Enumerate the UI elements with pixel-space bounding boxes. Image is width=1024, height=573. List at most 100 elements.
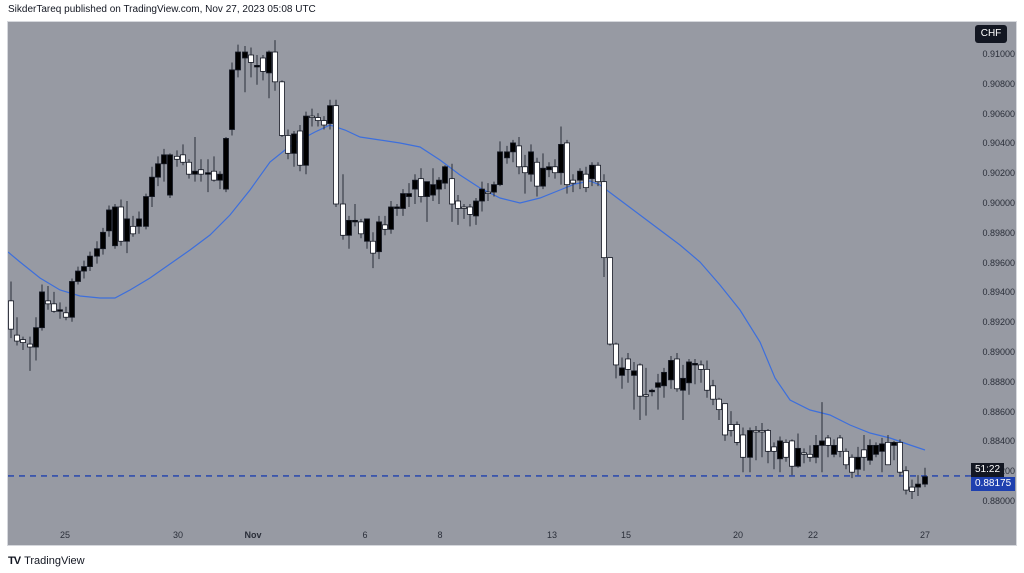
candle [885, 434, 891, 466]
tradingview-logo-icon: TV [8, 555, 21, 567]
candle [279, 80, 285, 137]
candle [406, 183, 412, 207]
candle [704, 360, 710, 398]
candle [855, 446, 861, 476]
time-tick-label: 30 [172, 530, 184, 540]
candle [94, 241, 100, 264]
candle [149, 166, 155, 207]
candle [388, 201, 394, 234]
candle [649, 388, 655, 397]
candle [352, 204, 358, 227]
price-tick-label: 0.88000 [982, 496, 1015, 506]
time-tick-label: 22 [807, 530, 819, 540]
time-tick-label: 25 [59, 530, 71, 540]
candle [522, 154, 528, 194]
candle [364, 218, 370, 249]
candle [540, 153, 546, 190]
candle [668, 355, 674, 389]
candle [291, 130, 297, 167]
price-tick-label: 0.91000 [982, 49, 1015, 59]
candle [692, 358, 698, 385]
brand-name: TradingView [24, 555, 85, 567]
candle [879, 437, 885, 473]
candle [843, 448, 849, 470]
candle [309, 108, 315, 127]
candle [130, 215, 136, 237]
candle [740, 427, 746, 473]
candle [722, 403, 728, 441]
candle [516, 136, 522, 175]
candle [783, 439, 789, 462]
candle [510, 139, 516, 163]
candle [570, 174, 576, 193]
candle [272, 40, 278, 91]
price-tick-label: 0.89000 [982, 347, 1015, 357]
candle [589, 162, 595, 187]
candle [436, 177, 442, 204]
candle [39, 284, 45, 331]
candle [661, 367, 667, 398]
candle [534, 157, 540, 197]
candle [106, 205, 112, 237]
candle [825, 434, 831, 458]
candle [45, 285, 51, 310]
candle [33, 317, 39, 361]
candle [637, 363, 643, 421]
candle [807, 445, 813, 462]
candle [467, 204, 473, 227]
candle [873, 442, 879, 458]
price-tick-label: 0.90400 [982, 138, 1015, 149]
candle [400, 189, 406, 216]
candle [909, 479, 915, 500]
candle [235, 44, 241, 78]
candle [327, 99, 333, 130]
candle [211, 156, 217, 182]
candle [461, 204, 467, 219]
footer-brand[interactable]: TV TradingView [8, 553, 85, 569]
publisher-attribution: SikderTareq published on TradingView.com… [8, 4, 316, 15]
last-price-label: 0.88175 [971, 477, 1016, 491]
candle [100, 227, 106, 255]
candle [205, 159, 211, 193]
candle [155, 156, 161, 187]
candle [260, 55, 266, 81]
candle [831, 439, 837, 458]
candle [577, 168, 583, 190]
candle [136, 211, 142, 234]
candle [795, 433, 801, 468]
candle [340, 174, 346, 240]
candle [14, 317, 20, 346]
candle [75, 266, 81, 285]
candle [861, 434, 867, 471]
candle [418, 168, 424, 203]
candle [867, 439, 873, 465]
candle [528, 144, 534, 182]
price-tick-label: 0.90200 [982, 168, 1015, 179]
candle [595, 162, 601, 187]
candle [680, 364, 686, 421]
candle [57, 302, 63, 319]
candle [789, 439, 795, 476]
candle [849, 454, 855, 479]
candle [266, 50, 272, 99]
candle [491, 181, 497, 197]
candle [174, 150, 180, 167]
currency-badge[interactable]: CHF [975, 25, 1007, 43]
candle [922, 467, 928, 488]
candle [473, 198, 479, 225]
candle [601, 174, 607, 278]
candle [753, 426, 759, 461]
time-tick-label: 27 [919, 530, 931, 540]
candle [728, 411, 734, 437]
candle [315, 113, 321, 127]
candle [333, 99, 339, 207]
candle [186, 159, 192, 179]
candle [124, 201, 130, 254]
candle [837, 434, 843, 458]
price-tick-label: 0.89800 [982, 227, 1015, 238]
moving-average-line [8, 124, 926, 451]
price-tick-label: 0.89600 [982, 257, 1015, 268]
candle [674, 353, 680, 392]
candle [167, 153, 173, 199]
